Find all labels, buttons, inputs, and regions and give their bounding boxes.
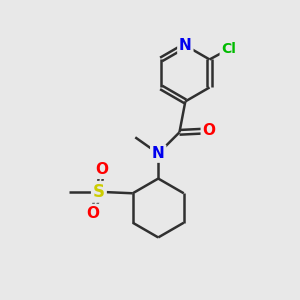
Text: Cl: Cl	[221, 42, 236, 56]
Text: O: O	[95, 162, 108, 177]
Text: N: N	[152, 146, 165, 161]
Text: S: S	[93, 183, 105, 201]
Text: N: N	[179, 38, 192, 53]
Text: O: O	[86, 206, 100, 220]
Text: O: O	[202, 123, 215, 138]
